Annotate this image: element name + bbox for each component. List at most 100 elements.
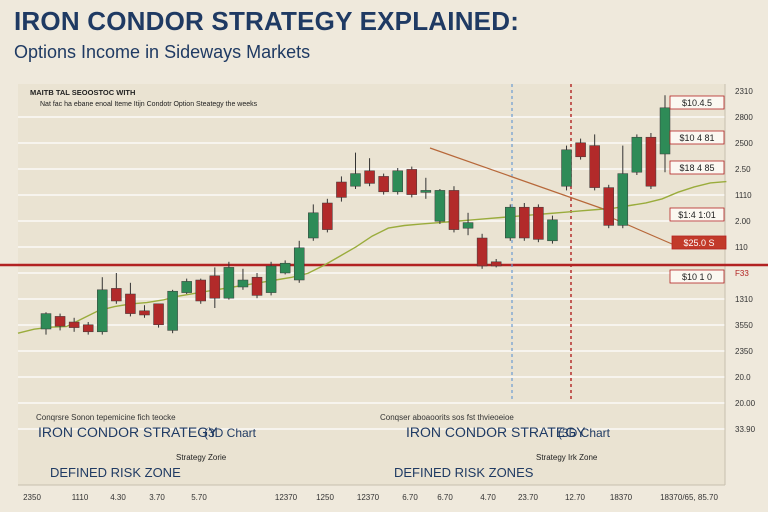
candle-up <box>659 107 671 155</box>
candle-down <box>448 190 460 230</box>
price-tag-box <box>669 95 725 110</box>
candle-up <box>547 219 558 242</box>
right-defined-risk-zones: DEFINED RISK ZONES <box>394 465 534 480</box>
x-tick-label: 12370 <box>357 493 380 502</box>
left-strategy-title: IRON CONDOR STRATEGY <box>38 424 218 440</box>
candle-up <box>392 170 403 193</box>
y-tick-label: 20.0 <box>735 373 751 382</box>
candle-up <box>167 290 178 331</box>
candle-up <box>223 267 235 299</box>
price-tags: $10.4.5 $10 4 81 $18 4 85 $1:4 1:01 $25.0 S $… <box>669 95 727 284</box>
candle-down <box>54 316 66 327</box>
candle-up <box>561 149 572 187</box>
y-tick-label: 2800 <box>735 113 753 122</box>
y-tick-label: 2.50 <box>735 165 751 174</box>
candle-down <box>139 310 150 316</box>
right-strategy-paren: (3D Chart <box>558 426 611 440</box>
candle-down <box>406 169 418 195</box>
candle-up <box>308 212 319 239</box>
candle-down <box>533 206 544 240</box>
candle-down <box>378 176 389 193</box>
x-tick-label: 3.70 <box>149 493 165 502</box>
x-tick-label: 12.70 <box>565 493 586 502</box>
candle-down <box>68 321 80 328</box>
chart-note-line-2: Nat fac ha ebane enoal Iteme Itijn Condo… <box>40 101 258 108</box>
x-tick-label: 4.30 <box>110 493 126 502</box>
y-tick-label: 2310 <box>735 87 753 96</box>
y-tick-label: 2500 <box>735 139 753 148</box>
price-tag-label: $10.4.5 <box>682 98 712 108</box>
x-tick-label: 6.70 <box>437 493 453 502</box>
candle-down <box>336 181 347 198</box>
price-tag-box <box>669 269 725 284</box>
candle-down <box>476 237 488 267</box>
candle-down <box>603 187 614 226</box>
left-strategy-paren: (3D Chart <box>204 426 257 440</box>
y-axis-ticks: 2310 2800 2500 2.50 1110 2.00 110 F33 1310 3550 23… <box>735 87 756 434</box>
left-zone-label: Strategy Zorie <box>176 453 227 462</box>
candle-down <box>589 145 600 188</box>
y-tick-label: 2350 <box>735 347 753 356</box>
y-tick-label: 20.00 <box>735 399 756 408</box>
candle-down <box>364 170 375 184</box>
chart-note-line-1: MAITB TAL SEOOSTOC WITH <box>30 88 135 97</box>
plot-frame <box>18 84 726 486</box>
candles <box>40 95 671 335</box>
price-tag-label: $1:4 1:01 <box>678 210 716 220</box>
page-subtitle: Options Income in Sideways Markets <box>14 42 311 62</box>
candle-up <box>631 136 643 173</box>
x-tick-label: 1110 <box>72 493 89 502</box>
y-tick-label: 2.00 <box>735 217 751 226</box>
price-tag-label: $10 4 81 <box>679 133 714 143</box>
page-title: IRON CONDOR STRATEGY EXPLAINED: <box>14 6 520 36</box>
x-tick-label: 5.70 <box>191 493 207 502</box>
candle-up <box>97 289 108 333</box>
downtrend-line <box>429 147 613 213</box>
left-annotation-small: Conqrsre Sonon tepemicine fich teocke <box>36 413 176 422</box>
right-annotation-small: Conqser aboaoorits sos fst thvieoeioe <box>380 413 514 422</box>
price-tag-label: $10 1 0 <box>682 272 712 282</box>
x-tick-label: 18370/65, 85.70 <box>660 493 718 502</box>
price-tag-box <box>669 160 725 175</box>
candle-down <box>209 275 221 299</box>
left-defined-risk-zone: DEFINED RISK ZONE <box>50 465 181 480</box>
candle-up <box>505 206 516 239</box>
candle-up <box>350 173 361 187</box>
x-tick-label: 2350 <box>23 493 41 502</box>
candle-down <box>322 202 333 230</box>
candle-up <box>265 265 277 293</box>
y-tick-label: 110 <box>735 243 748 252</box>
x-tick-label: 6.70 <box>402 493 418 502</box>
y-tick-label: 1310 <box>735 295 753 304</box>
price-tag-box <box>669 207 725 222</box>
price-tag-label: $25.0 S <box>683 238 714 248</box>
candle-up <box>181 281 192 293</box>
x-axis-ticks: 2350 1110 4.30 3.70 5.70 12370 1250 12370 6.70 6.… <box>23 493 718 502</box>
x-tick-label: 23.70 <box>518 493 539 502</box>
candle-down <box>195 279 206 302</box>
y-tick-label: 3550 <box>735 321 753 330</box>
price-tag-box <box>669 130 725 145</box>
candle-up <box>279 262 291 274</box>
candle-up <box>420 190 432 193</box>
y-tick-label: 33.90 <box>735 425 756 434</box>
candle-down <box>490 261 502 267</box>
price-tag-label: $18 4 85 <box>679 163 714 173</box>
candle-up <box>237 279 249 288</box>
candle-up <box>462 222 474 229</box>
right-strategy-title: IRON CONDOR STRATEGY <box>406 424 586 440</box>
candle-down <box>519 206 530 239</box>
right-zone-label: Strategy Irk Zone <box>536 453 598 462</box>
candle-up <box>434 190 446 222</box>
vertical-markers <box>511 84 572 400</box>
x-tick-label: 4.70 <box>480 493 496 502</box>
x-tick-label: 12370 <box>275 493 298 502</box>
candle-down <box>111 288 122 302</box>
x-tick-label: 1250 <box>316 493 334 502</box>
candle-up <box>617 173 629 226</box>
plot-background <box>18 84 725 485</box>
candle-down <box>645 136 657 187</box>
plot-area <box>18 84 725 485</box>
price-tag-box <box>671 235 727 250</box>
